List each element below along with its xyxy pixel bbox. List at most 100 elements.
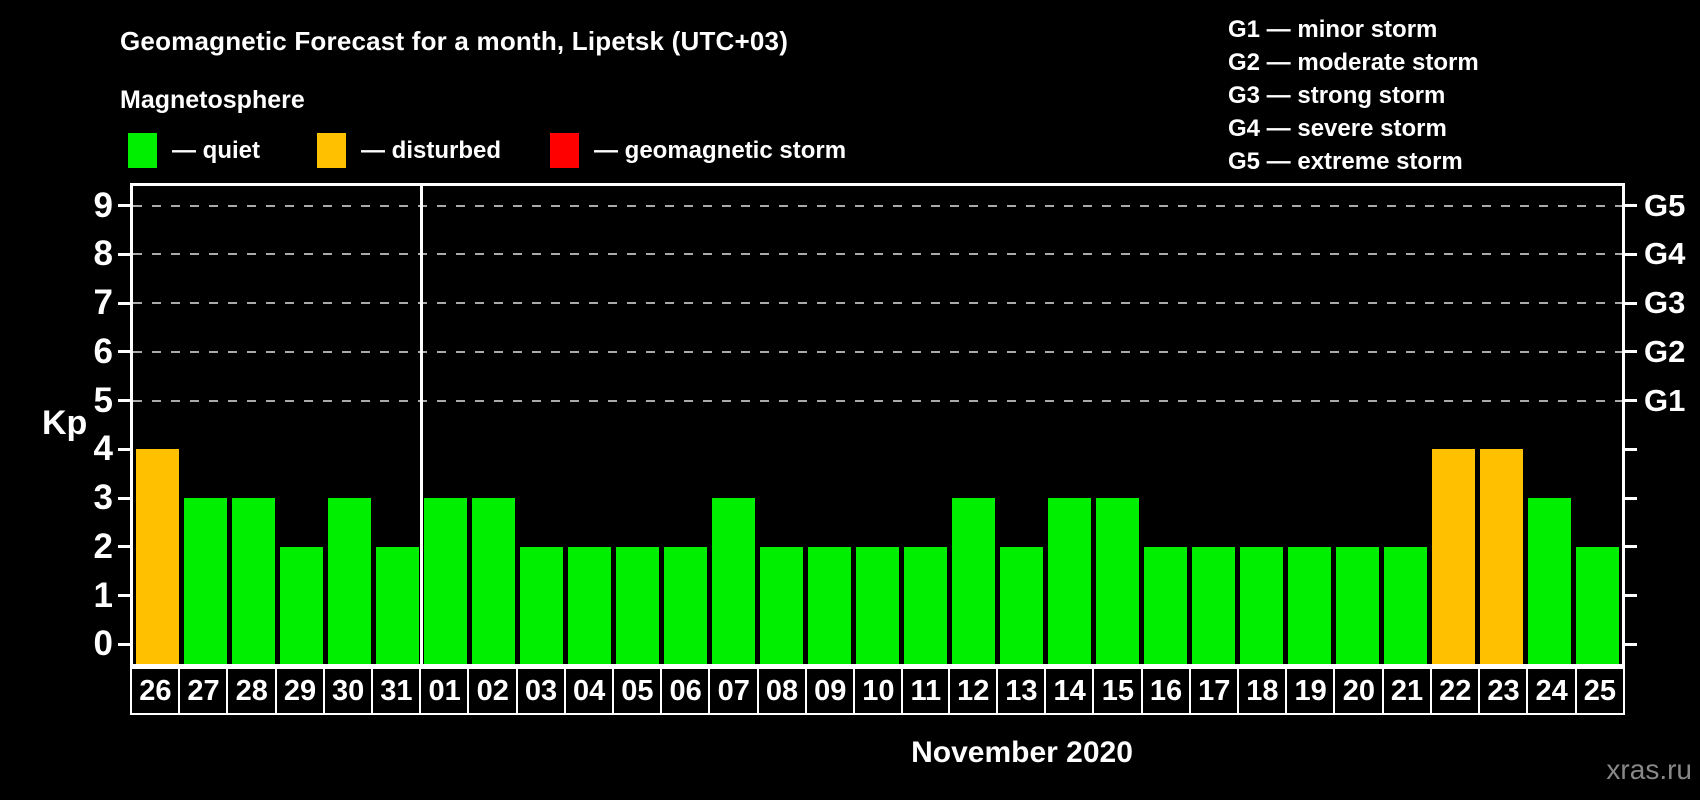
y-axis-tick-right <box>1625 204 1637 207</box>
storm-scale-line-g1: G1 — minor storm <box>1228 16 1438 43</box>
storm-scale-legend: G1 — minor storm G2 — moderate storm G3 … <box>1228 13 1479 178</box>
y-axis-tick-right <box>1625 301 1637 305</box>
y-axis-tick-left <box>118 350 130 354</box>
x-axis-day-label: 12 <box>947 667 999 715</box>
y-axis-tick-label: 0 <box>93 624 113 664</box>
y-axis-tick-left <box>118 301 130 305</box>
kp-bar-day-24 <box>1528 498 1572 664</box>
right-axis-label-g2: G2 <box>1644 333 1686 369</box>
kp-bar-day-30 <box>327 498 371 664</box>
right-axis-label-g5: G5 <box>1644 187 1686 223</box>
y-axis-tick-left <box>118 496 130 500</box>
legend-label: — quiet <box>172 137 260 164</box>
gridline-kp-8 <box>133 253 1622 256</box>
kp-bar-day-12 <box>952 498 996 664</box>
disturbed-color-swatch <box>317 133 346 168</box>
kp-bar-day-31 <box>375 546 419 664</box>
kp-bar-day-11 <box>904 546 948 664</box>
x-axis-day-label: 01 <box>419 667 470 715</box>
kp-bar-day-06 <box>663 546 707 664</box>
x-axis-day-label: 09 <box>804 667 856 715</box>
x-axis-day-label: 16 <box>1140 667 1192 715</box>
x-axis-day-label: 15 <box>1092 667 1144 715</box>
chart-subtitle: Magnetosphere <box>120 86 305 114</box>
x-axis-day-label: 18 <box>1237 667 1288 715</box>
right-axis-label-g4: G4 <box>1644 236 1686 272</box>
y-axis-tick-label: 3 <box>93 478 113 518</box>
x-axis-day-label: 07 <box>708 667 760 715</box>
y-axis-tick-label: 7 <box>93 283 113 323</box>
legend-item-quiet: — quiet <box>128 133 260 168</box>
kp-bar-day-22 <box>1432 449 1476 664</box>
kp-bar-day-03 <box>519 546 563 664</box>
gridline-kp-6 <box>133 350 1622 353</box>
kp-bar-day-02 <box>471 498 515 664</box>
storm-scale-line-g4: G4 — severe storm <box>1228 115 1447 142</box>
kp-bar-day-19 <box>1288 546 1332 664</box>
x-axis-day-label: 17 <box>1188 667 1240 715</box>
x-axis-day-label: 06 <box>660 667 711 715</box>
x-axis-day-label: 13 <box>996 667 1047 715</box>
kp-bar-day-08 <box>759 546 803 664</box>
kp-bar-day-21 <box>1384 546 1428 664</box>
y-axis-tick-right <box>1625 252 1637 256</box>
x-axis-day-label: 10 <box>853 667 904 715</box>
gridline-kp-7 <box>133 302 1622 305</box>
legend-label: — disturbed <box>361 137 502 164</box>
kp-bar-day-13 <box>1000 546 1044 664</box>
kp-bar-day-23 <box>1480 449 1524 664</box>
y-axis-tick-left <box>118 642 130 646</box>
gridline-kp-5 <box>133 399 1622 402</box>
quiet-color-swatch <box>128 133 157 168</box>
x-axis-day-label: 28 <box>226 667 278 715</box>
x-axis-day-label: 08 <box>756 667 808 715</box>
y-axis-tick-left <box>118 594 130 598</box>
plot-area: 0 1 2 3 4 5 6 7 8 9 G1 G2 G3 G4 G5 <box>94 183 1685 667</box>
right-axis-label-g1: G1 <box>1644 382 1686 418</box>
y-axis-tick-label: 9 <box>93 185 113 225</box>
y-axis-tick-right <box>1625 496 1637 500</box>
storm-scale-line-g2: G2 — moderate storm <box>1228 49 1479 76</box>
y-axis-tick-label: 8 <box>93 234 113 274</box>
x-axis-day-label: 19 <box>1285 667 1336 715</box>
legend-item-storm: — geomagnetic storm <box>550 133 846 168</box>
x-axis-day-label: 03 <box>515 667 567 715</box>
kp-bar-day-10 <box>855 546 899 664</box>
x-axis-day-label: 25 <box>1574 667 1626 715</box>
y-axis-tick-label: 6 <box>93 331 113 371</box>
x-axis-day-label: 29 <box>274 667 326 715</box>
kp-bar-day-17 <box>1192 546 1236 664</box>
y-axis-tick-left <box>118 204 130 207</box>
y-axis-tick-right <box>1625 594 1637 598</box>
kp-bar-day-15 <box>1096 498 1140 664</box>
y-axis-tick-label: 5 <box>93 380 113 420</box>
storm-color-swatch <box>550 133 579 168</box>
x-axis-day-label: 23 <box>1478 667 1529 715</box>
x-axis-day-label: 11 <box>901 667 951 715</box>
kp-bar-day-01 <box>423 498 467 664</box>
chart-title: Geomagnetic Forecast for a month, Lipets… <box>120 26 789 56</box>
kp-bar-day-25 <box>1576 546 1620 664</box>
right-axis-label-g3: G3 <box>1644 285 1686 321</box>
y-axis-tick-left <box>118 399 130 403</box>
kp-bar-day-27 <box>183 498 227 664</box>
kp-bar-day-16 <box>1144 546 1188 664</box>
y-axis-tick-label: 1 <box>93 575 113 615</box>
x-axis-day-label: 04 <box>563 667 615 715</box>
x-axis-title: November 2020 <box>911 736 1133 769</box>
kp-bar-day-20 <box>1336 546 1380 664</box>
watermark: xras.ru <box>1606 754 1692 785</box>
x-axis-day-label: 14 <box>1044 667 1095 715</box>
kp-bar-day-07 <box>711 498 755 664</box>
kp-bar-day-04 <box>567 546 611 664</box>
y-axis-tick-label: 2 <box>93 526 113 566</box>
y-axis-tick-left <box>118 252 130 256</box>
kp-bar-day-26 <box>135 449 179 664</box>
y-axis-tick-right <box>1625 642 1637 646</box>
kp-bar-day-29 <box>279 546 323 664</box>
kp-bar-day-05 <box>615 546 659 664</box>
x-axis-day-label: 31 <box>371 667 422 715</box>
y-axis-tick-label: 4 <box>93 429 113 469</box>
x-axis-day-label: 21 <box>1381 667 1433 715</box>
kp-bar-day-18 <box>1240 546 1284 664</box>
